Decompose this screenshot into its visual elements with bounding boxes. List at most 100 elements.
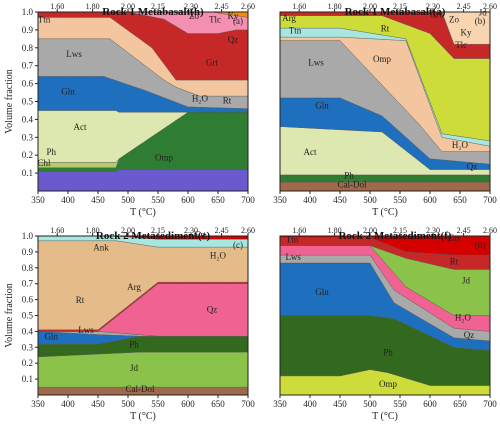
y-tick-label: 0.7 bbox=[22, 61, 34, 71]
series-label-qz: Qz bbox=[228, 34, 239, 44]
pressure-tick-label: 2.60 bbox=[483, 226, 497, 235]
series-label-chl: Chl bbox=[37, 158, 51, 168]
x-tick-label: 650 bbox=[211, 399, 225, 409]
series-label-gln: Gln bbox=[315, 287, 329, 297]
x-tick-label: 700 bbox=[241, 399, 255, 409]
pressure-tick-label: 2.60 bbox=[241, 226, 255, 235]
y-ticks: 0.1 0.2 0.3 0.4 0.5 0.6 0.7 0.8 0.9 1.0 bbox=[22, 7, 38, 178]
x-tick-label: 500 bbox=[363, 195, 377, 205]
area-jd bbox=[37, 351, 249, 388]
pressure-tick-label: 2.15 bbox=[393, 226, 407, 235]
pressure-tick-label: 2.30 bbox=[426, 226, 440, 235]
series-label-cal-dol: Cal-Dol bbox=[126, 384, 155, 394]
pressure-tick-label: 1.60 bbox=[292, 226, 306, 235]
x-tick-label: 600 bbox=[181, 399, 195, 409]
pressure-tick-label: 2.00 bbox=[121, 226, 135, 235]
x-tick-label: 350 bbox=[273, 195, 287, 205]
series-label-cal-dol: Cal-Dol bbox=[338, 179, 367, 189]
series-label-ph: Ph bbox=[383, 347, 393, 357]
x-tick-label: 550 bbox=[151, 195, 165, 205]
x-tick-label: 400 bbox=[303, 195, 317, 205]
y-tick-label: 0.2 bbox=[22, 150, 33, 160]
y-tick-label: 1.0 bbox=[22, 7, 34, 17]
pressure-tick-label: 2.30 bbox=[184, 2, 198, 11]
y-tick-label: 0.8 bbox=[22, 43, 34, 53]
phase-label: Ky bbox=[228, 11, 239, 21]
phase-label: H₂O bbox=[192, 94, 209, 104]
pressure-tick-label: 1.60 bbox=[50, 226, 64, 235]
series-label-lws: Lws bbox=[78, 325, 94, 335]
plot-frame bbox=[279, 235, 491, 396]
panel-title: Rock 2 Metasediment(c) bbox=[96, 230, 211, 242]
phase-label: Tlc bbox=[455, 40, 467, 50]
series-label-rt: Rt bbox=[450, 257, 459, 267]
phase-label: H₂O bbox=[452, 140, 469, 150]
series-label-jd: Jd bbox=[462, 276, 471, 286]
x-tick-label: 450 bbox=[333, 195, 347, 205]
y-tick-label: 0.7 bbox=[22, 279, 34, 289]
series-label-omp: Omp bbox=[379, 379, 398, 389]
x-tick-label: 550 bbox=[393, 399, 407, 409]
x-tick-label: 700 bbox=[483, 195, 497, 205]
series-label-lws: Lws bbox=[66, 49, 82, 59]
pressure-tick-label: 2.00 bbox=[363, 226, 377, 235]
pressure-tick-label: 2.45 bbox=[457, 2, 471, 11]
panel-4: 350 400 450 500 550 600 650 700 T (°C) 1.60 1.80 2.… bbox=[273, 226, 497, 422]
pressure-tick-label: 2.30 bbox=[426, 2, 440, 11]
panel-title: Rock 1 Metabasalt(h) bbox=[102, 6, 204, 18]
y-tick-label: 0.5 bbox=[22, 311, 34, 321]
x-tick-label: 400 bbox=[303, 399, 317, 409]
x-tick-label: 550 bbox=[151, 399, 165, 409]
series-label-zo: Zo bbox=[189, 11, 199, 21]
y-tick-label: 0.6 bbox=[22, 79, 34, 89]
pressure-tick-label: 1.80 bbox=[86, 2, 100, 11]
series-label-ttn: Ttn bbox=[38, 15, 51, 25]
y-tick-label: 0.5 bbox=[22, 97, 34, 107]
x-axis-label: T (°C) bbox=[130, 207, 156, 218]
pressure-tick-label: 2.15 bbox=[393, 2, 407, 11]
series-label-ttn: Ttn bbox=[286, 234, 299, 244]
pressure-tick-label: 2.45 bbox=[457, 226, 471, 235]
series-label-qz: Qz bbox=[207, 304, 218, 314]
panel-title: Rock 2 Metasediment(f) bbox=[338, 230, 451, 242]
x-tick-label: 450 bbox=[91, 195, 105, 205]
series-label-gln: Gln bbox=[44, 331, 58, 341]
y-tick-label: 0.1 bbox=[22, 168, 33, 178]
y-ticks: 0.1 0.2 0.3 0.4 0.5 0.6 0.7 0.8 0.9 1.0 bbox=[22, 231, 38, 384]
phase-label: Omp bbox=[155, 153, 174, 163]
x-tick-label: 600 bbox=[181, 195, 195, 205]
series-label-ttn: Ttn bbox=[289, 25, 302, 35]
panel-label: (a) bbox=[233, 16, 243, 26]
pressure-tick-label: 1.80 bbox=[328, 2, 342, 11]
phase-label: H₂O bbox=[455, 312, 472, 322]
pressure-tick-label: 2.15 bbox=[151, 2, 165, 11]
x-tick-label: 600 bbox=[423, 195, 437, 205]
y-tick-label: 0.3 bbox=[22, 132, 34, 142]
x-tick-label: 450 bbox=[91, 399, 105, 409]
phase-label: Tlc bbox=[209, 15, 221, 25]
x-tick-label: 600 bbox=[423, 399, 437, 409]
x-tick-label: 500 bbox=[363, 399, 377, 409]
phase-label: Qz bbox=[464, 330, 475, 340]
y-tick-label: 0.4 bbox=[22, 114, 34, 124]
area-unlabeled-1 bbox=[279, 174, 491, 183]
x-axis-label: T (°C) bbox=[372, 411, 398, 422]
phase-label: Rt bbox=[223, 95, 232, 105]
y-axis-label: Volume fraction bbox=[4, 283, 15, 348]
pressure-tick-label: 2.00 bbox=[121, 2, 135, 11]
y-tick-label: 0.8 bbox=[22, 263, 34, 273]
y-tick-label: 0.1 bbox=[22, 374, 33, 384]
phase-label: H₂O bbox=[210, 250, 227, 260]
series-label-gln: Gln bbox=[315, 101, 329, 111]
y-tick-label: 0.9 bbox=[22, 247, 34, 257]
pressure-tick-label: 2.45 bbox=[215, 226, 229, 235]
area-cal-dol bbox=[279, 181, 491, 192]
series-label-rt: Rt bbox=[76, 295, 85, 305]
y-tick-label: 0.9 bbox=[22, 25, 34, 35]
pressure-tick-label: 1.60 bbox=[292, 2, 306, 11]
panel-2: 350 400 450 500 550 600 650 700 T (°C) 1.60 1.80 2.… bbox=[273, 2, 497, 218]
series-label-lws: Lws bbox=[285, 252, 301, 262]
